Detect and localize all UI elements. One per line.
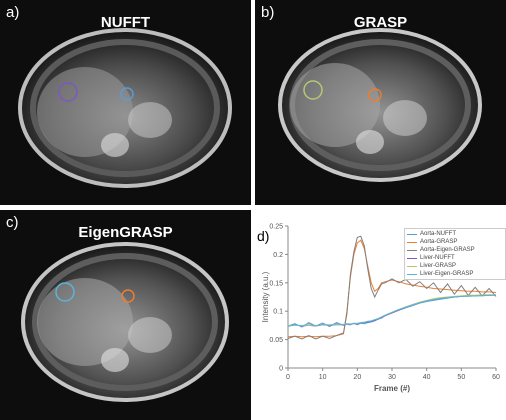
- legend-entry: Aorta-GRASP: [407, 238, 503, 246]
- y-tick-label: 0.25: [269, 224, 283, 231]
- legend-swatch: [407, 273, 417, 275]
- x-axis-label: Frame (#): [374, 384, 410, 393]
- legend-swatch: [407, 241, 417, 243]
- liver-roi-eigengrasp: [55, 282, 75, 302]
- panel-letter-c: c): [6, 214, 19, 231]
- y-axis-label: Intensity (a.u.): [261, 271, 270, 322]
- mri-image-eigengrasp: [0, 210, 251, 420]
- x-tick-label: 50: [457, 374, 465, 381]
- x-tick-label: 0: [286, 374, 290, 381]
- series-line-aorta-grasp: [287, 239, 497, 338]
- series-line-liver-eigen-grasp: [287, 294, 496, 327]
- panel-title-c: EigenGRASP: [78, 224, 173, 241]
- mri-panel-grasp: b) GRASP: [255, 0, 506, 205]
- legend-entry: Liver-Eigen-GRASP: [407, 270, 503, 278]
- legend-swatch: [407, 257, 417, 259]
- mri-panel-eigengrasp: c) EigenGRASP: [0, 210, 251, 420]
- legend-label: Liver-NUFFT: [420, 255, 455, 261]
- y-tick-label: 0.2: [273, 252, 283, 259]
- aorta-roi-grasp: [368, 88, 382, 102]
- legend-swatch: [407, 233, 417, 235]
- panel-letter-b: b): [261, 4, 275, 21]
- aorta-roi-nufft: [120, 87, 134, 101]
- panel-letter-a: a): [6, 4, 20, 21]
- mri-image-grasp: [255, 0, 506, 205]
- x-tick-label: 40: [423, 374, 431, 381]
- liver-roi-grasp: [303, 80, 323, 100]
- legend-swatch: [407, 265, 417, 267]
- legend-label: Liver-GRASP: [420, 263, 457, 269]
- legend-entry: Aorta-NUFFT: [407, 230, 503, 238]
- series-line-aorta-nufft: [287, 294, 497, 328]
- legend-label: Aorta-GRASP: [420, 239, 458, 245]
- y-tick-label: 0: [279, 366, 283, 373]
- liver-roi-nufft: [58, 82, 78, 102]
- series-line-liver-nufft: [287, 294, 496, 327]
- x-tick-label: 30: [388, 374, 396, 381]
- legend-swatch: [407, 249, 417, 251]
- legend-entry: Aorta-Eigen-GRASP: [407, 246, 503, 254]
- panel-letter-d: d): [257, 228, 270, 244]
- legend-entry: Liver-NUFFT: [407, 254, 503, 262]
- y-tick-label: 0.1: [273, 309, 283, 316]
- mri-image-nufft: [0, 0, 251, 205]
- legend-label: Aorta-NUFFT: [420, 231, 456, 237]
- series-line-liver-grasp: [288, 294, 496, 326]
- panel-title-b: GRASP: [353, 14, 408, 31]
- legend-label: Aorta-Eigen-GRASP: [420, 247, 475, 253]
- x-tick-label: 60: [492, 374, 500, 381]
- panel-title-a: NUFFT: [100, 14, 151, 31]
- legend-label: Liver-Eigen-GRASP: [420, 271, 474, 277]
- y-tick-label: 0.15: [269, 280, 283, 287]
- chart-legend: Aorta-NUFFT Aorta-GRASP Aorta-Eigen-GRASP L…: [404, 228, 506, 280]
- legend-entry: Liver-GRASP: [407, 262, 503, 270]
- x-tick-label: 20: [353, 374, 361, 381]
- aorta-roi-eigengrasp: [121, 289, 135, 303]
- mri-panel-nufft: a) NUFFT: [0, 0, 251, 205]
- y-tick-label: 0.05: [269, 337, 283, 344]
- series-line-aorta-eigen-grasp: [287, 235, 497, 340]
- x-tick-label: 10: [319, 374, 327, 381]
